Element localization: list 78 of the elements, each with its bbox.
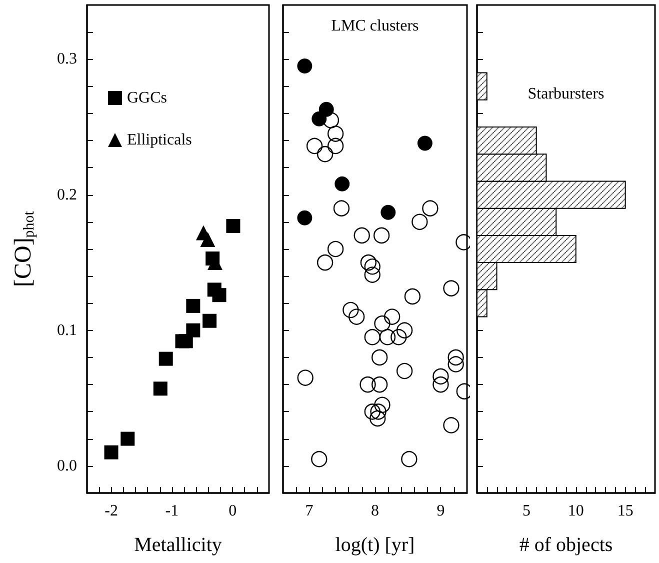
y-tick-label: 0.3: [57, 50, 77, 68]
point: [370, 404, 386, 420]
point: [158, 352, 173, 366]
point: [342, 302, 359, 318]
point: [360, 376, 376, 393]
point: [348, 308, 365, 325]
y-axis-title: [CO]phot: [10, 210, 38, 287]
point: [297, 58, 312, 74]
x-tick-label: -2: [104, 502, 118, 520]
point: [379, 329, 396, 346]
point: [333, 200, 350, 216]
point: [374, 396, 390, 413]
point: [212, 288, 226, 302]
point: [322, 112, 340, 128]
point: [200, 232, 216, 248]
x-axis-title: # of objects: [519, 534, 613, 556]
point: [404, 288, 421, 305]
point: [417, 136, 432, 151]
point: [370, 410, 386, 427]
y-tick-label: 0.0: [57, 457, 77, 474]
point: [360, 254, 377, 271]
point: [186, 298, 200, 313]
point: [448, 356, 464, 372]
x-tick-label: 0: [228, 502, 237, 520]
legend-label: Ellipticals: [127, 132, 192, 148]
x-tick-label: 5: [522, 502, 530, 520]
point: [104, 445, 118, 460]
y-tick-label: 0.1: [57, 322, 77, 339]
point: [372, 376, 388, 393]
point: [364, 404, 380, 420]
point: [226, 218, 240, 233]
point: [334, 176, 350, 192]
point: [374, 315, 390, 332]
point: [120, 432, 135, 446]
annotation: Starbursters: [528, 86, 604, 102]
point: [384, 308, 400, 325]
y-tick-label: 0.2: [57, 186, 77, 204]
point: [306, 138, 323, 154]
point: [364, 266, 380, 283]
point: [311, 451, 328, 468]
point: [202, 314, 217, 328]
point: [364, 329, 380, 346]
point: [364, 258, 380, 275]
point: [316, 146, 334, 162]
point: [422, 200, 438, 216]
x-tick-label: 9: [436, 502, 445, 520]
x-tick-label: 8: [371, 502, 379, 520]
point: [443, 417, 460, 434]
x-tick-label: -1: [165, 502, 179, 520]
x-tick-label: 15: [617, 502, 634, 520]
point: [448, 349, 464, 366]
point: [327, 240, 344, 258]
point: [380, 204, 396, 220]
point: [401, 451, 418, 468]
annotation: LMC clusters: [331, 18, 419, 34]
point: [432, 368, 449, 385]
point: [327, 138, 344, 154]
point: [432, 376, 449, 393]
point: [153, 382, 168, 396]
x-axis-title: Metallicity: [134, 534, 222, 556]
legend-label: GGCs: [127, 90, 168, 106]
point: [390, 329, 407, 346]
x-tick-label: 7: [305, 502, 314, 520]
point: [186, 323, 200, 338]
x-axis-title: log(t) [yr]: [335, 534, 415, 556]
point: [412, 214, 428, 230]
point: [297, 210, 312, 226]
point: [372, 349, 388, 366]
x-tick-label: 10: [568, 502, 584, 520]
point: [373, 227, 390, 244]
point: [316, 254, 334, 271]
point: [354, 227, 370, 244]
point: [327, 126, 344, 142]
point: [297, 370, 314, 386]
point: [443, 280, 460, 296]
point: [396, 322, 413, 338]
point: [396, 362, 413, 380]
point: [312, 111, 327, 126]
